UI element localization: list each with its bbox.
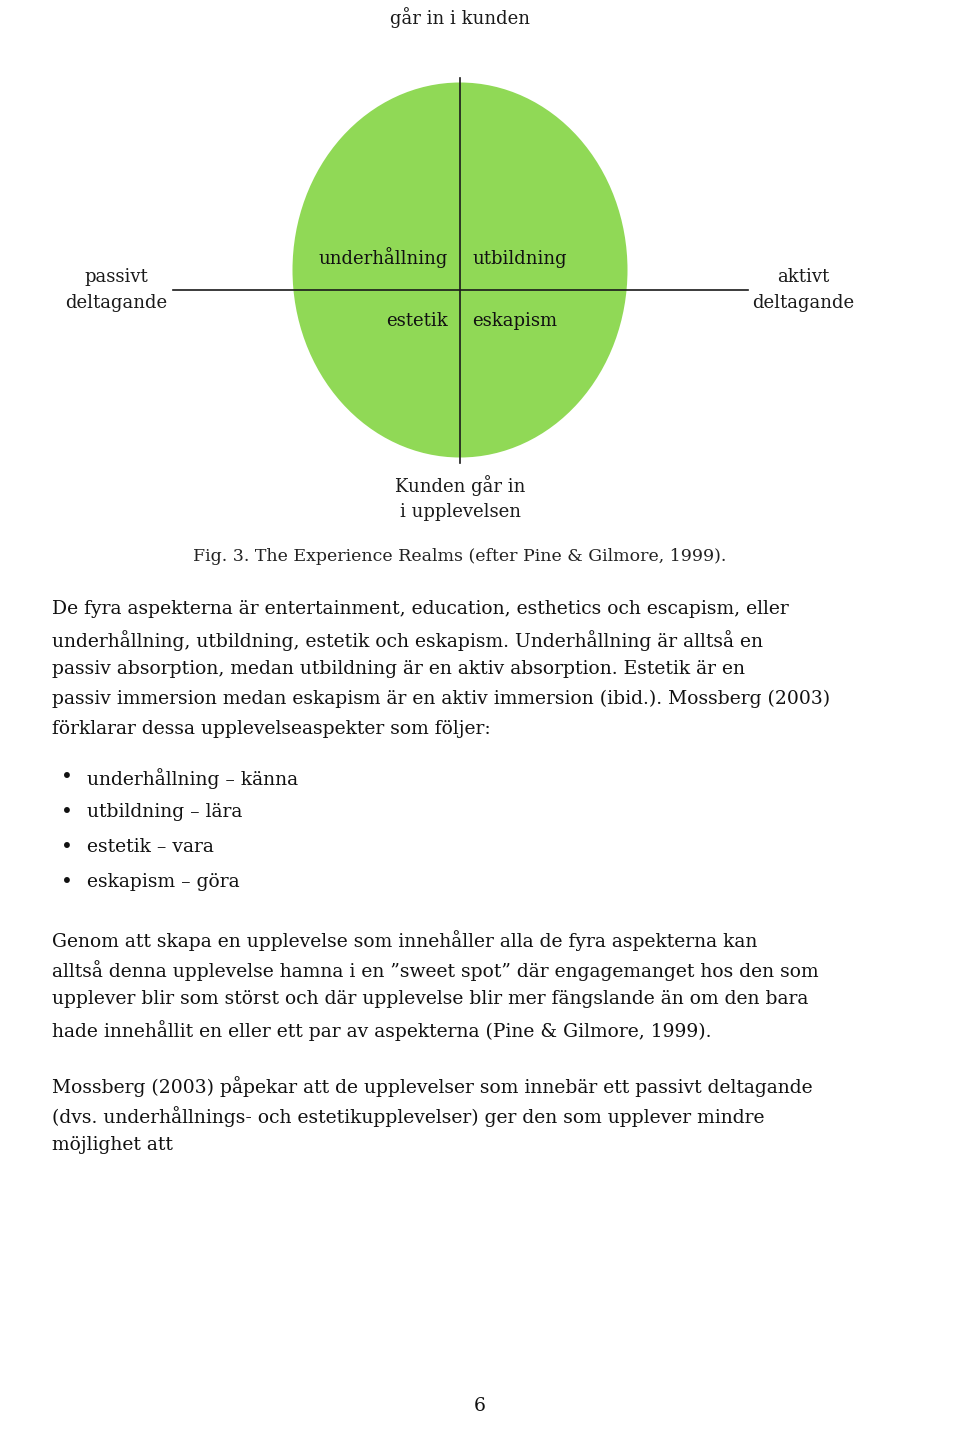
Text: Fig. 3. The Experience Realms (efter Pine & Gilmore, 1999).: Fig. 3. The Experience Realms (efter Pin… <box>193 548 727 566</box>
Text: eskapism: eskapism <box>472 313 557 330</box>
Text: underhållning: underhållning <box>319 247 448 268</box>
Text: Upplevelsen
går in i kunden: Upplevelsen går in i kunden <box>390 0 530 28</box>
Text: passiv immersion medan eskapism är en aktiv immersion (ibid.). Mossberg (2003): passiv immersion medan eskapism är en ak… <box>52 691 830 708</box>
Text: Genom att skapa en upplevelse som innehåller alla de fyra aspekterna kan: Genom att skapa en upplevelse som innehå… <box>52 931 757 951</box>
Text: passiv absorption, medan utbildning är en aktiv absorption. Estetik är en: passiv absorption, medan utbildning är e… <box>52 660 745 678</box>
Text: Kunden går in
i upplevelsen: Kunden går in i upplevelsen <box>395 475 525 522</box>
Text: •: • <box>61 768 73 787</box>
Text: underhållning – känna: underhållning – känna <box>87 768 299 790</box>
Text: hade innehållit en eller ett par av aspekterna (Pine & Gilmore, 1999).: hade innehållit en eller ett par av aspe… <box>52 1021 711 1041</box>
Text: •: • <box>61 803 73 822</box>
Text: De fyra aspekterna är entertainment, education, esthetics och escapism, eller: De fyra aspekterna är entertainment, edu… <box>52 601 789 618</box>
Text: •: • <box>61 872 73 891</box>
Text: utbildning – lära: utbildning – lära <box>87 803 242 822</box>
Ellipse shape <box>293 83 628 458</box>
Text: (dvs. underhållnings- och estetikupplevelser) ger den som upplever mindre: (dvs. underhållnings- och estetikuppleve… <box>52 1106 764 1127</box>
Text: utbildning: utbildning <box>472 250 566 268</box>
Text: upplever blir som störst och där upplevelse blir mer fängslande än om den bara: upplever blir som störst och där uppleve… <box>52 990 808 1008</box>
Text: eskapism – göra: eskapism – göra <box>87 872 240 891</box>
Text: passivt
deltagande: passivt deltagande <box>65 269 167 311</box>
Text: möjlighet att: möjlighet att <box>52 1136 173 1154</box>
Text: 6: 6 <box>474 1397 486 1415</box>
Text: förklarar dessa upplevelseaspekter som följer:: förklarar dessa upplevelseaspekter som f… <box>52 720 491 739</box>
Text: estetik: estetik <box>386 313 448 330</box>
Text: estetik – vara: estetik – vara <box>87 838 214 856</box>
Text: alltså denna upplevelse hamna i en ”sweet spot” där engagemanget hos den som: alltså denna upplevelse hamna i en ”swee… <box>52 960 819 981</box>
Text: •: • <box>61 838 73 856</box>
Text: Mossberg (2003) påpekar att de upplevelser som innebär ett passivt deltagande: Mossberg (2003) påpekar att de upplevels… <box>52 1076 812 1096</box>
Text: aktivt
deltagande: aktivt deltagande <box>753 269 854 311</box>
Text: underhållning, utbildning, estetik och eskapism. Underhållning är alltså en: underhållning, utbildning, estetik och e… <box>52 630 763 651</box>
